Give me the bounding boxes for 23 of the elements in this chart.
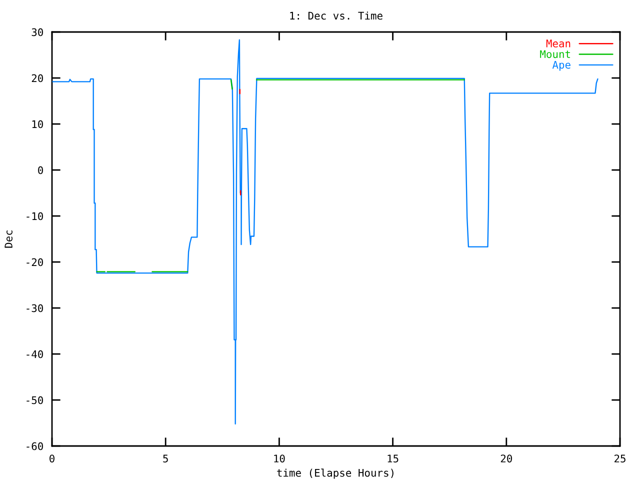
y-tick-label: 30	[32, 28, 43, 36]
y-tick-label: -40	[26, 350, 43, 358]
x-tick-label: 15	[388, 454, 398, 462]
legend-label: Ape	[552, 60, 570, 71]
y-tick-label: 20	[32, 74, 43, 82]
x-axis-title: time (Elapse Hours)	[277, 468, 394, 479]
x-tick-label: 0	[50, 454, 54, 462]
y-tick-label: -50	[26, 396, 43, 404]
y-tick-label: 0	[38, 166, 43, 174]
legend-label: Mount	[540, 50, 570, 58]
x-tick-label: 25	[614, 454, 626, 462]
x-tick-label: 10	[274, 454, 285, 462]
y-tick-label: -10	[26, 212, 43, 220]
chart-title: 1: Dec vs. Time	[290, 12, 382, 20]
x-tick-label: 20	[500, 454, 512, 462]
y-tick-label: -30	[26, 304, 43, 312]
legend-label: Mean	[546, 40, 570, 48]
y-tick-label: 10	[32, 120, 43, 128]
y-tick-label: -60	[26, 442, 43, 450]
line-series	[52, 39, 598, 425]
y-axis-title: Dec	[4, 230, 12, 248]
x-tick-label: 5	[163, 454, 168, 462]
y-tick-label: -20	[26, 258, 43, 266]
